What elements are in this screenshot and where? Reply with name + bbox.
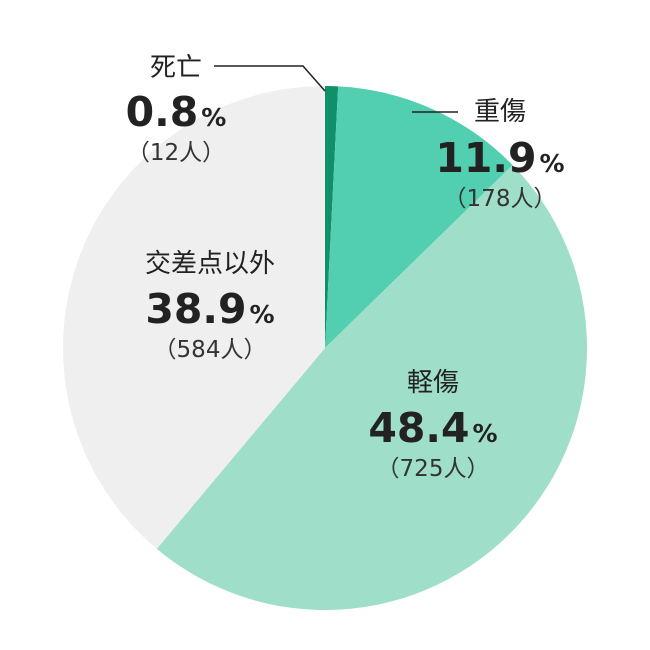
slice-percent-unit: % (201, 103, 226, 132)
slice-label-group-death: 死亡 0.8 % （12人） (126, 53, 227, 166)
slice-category-label: 死亡 (150, 53, 202, 83)
slice-percent-unit: % (250, 300, 275, 329)
slice-count-label: （12人） (127, 140, 225, 166)
slice-count-label: （725人） (377, 456, 490, 482)
slice-count-label: （178人） (444, 186, 557, 212)
pie-slice-non-intersection (63, 85, 325, 549)
slice-label-group-non-intersection: 交差点以外 38.9 % （584人） (145, 249, 275, 363)
slice-category-label: 交差点以外 (145, 249, 275, 279)
slice-percent-value: 48.4 (368, 404, 469, 452)
slice-percent-unit: % (473, 419, 498, 448)
pie-slice-death (325, 86, 339, 348)
slice-category-label: 重傷 (474, 97, 526, 127)
leader-lines (214, 65, 458, 113)
slice-percent-label: 38.9% (145, 285, 274, 333)
leader-line-death (214, 65, 326, 92)
slice-label-group-minor-injury: 軽傷 48.4 % （725人） (368, 368, 497, 482)
pie-slice-serious-injury (325, 86, 513, 348)
slice-percent-label: 48.4% (368, 404, 497, 452)
slice-count-label: （584人） (154, 337, 267, 363)
slice-labels: 死亡 0.8 % （12人） 重傷 11.9 % （178人） 軽傷 48.4 % （725人） 交差点… (126, 53, 565, 482)
slice-percent-value: 38.9 (145, 285, 246, 333)
pie-slice-minor-injury (156, 165, 588, 611)
slice-percent-label: 0.8% (126, 88, 227, 136)
slice-category-label: 軽傷 (407, 368, 459, 398)
slice-percent-unit: % (540, 149, 565, 178)
slice-percent-value: 0.8 (126, 88, 199, 136)
slice-percent-value: 11.9 (435, 134, 536, 182)
pie-slices (63, 85, 588, 611)
slice-label-group-serious-injury: 重傷 11.9 % （178人） (435, 97, 564, 212)
slice-percent-label: 11.9% (435, 134, 564, 182)
